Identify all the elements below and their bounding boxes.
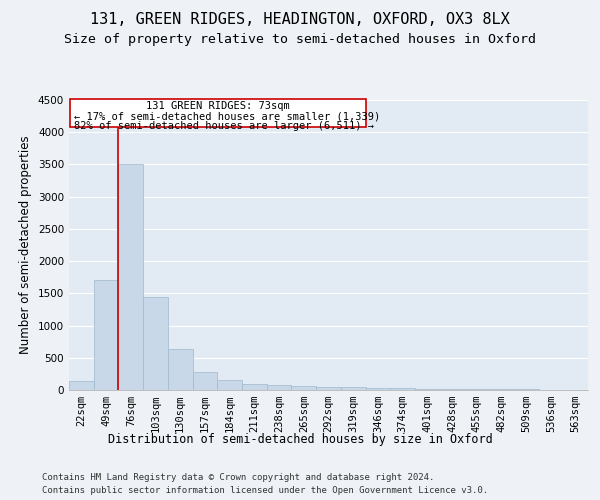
Bar <box>464 389 489 390</box>
Text: Distribution of semi-detached houses by size in Oxford: Distribution of semi-detached houses by … <box>107 432 493 446</box>
Text: 131, GREEN RIDGES, HEADINGTON, OXFORD, OX3 8LX: 131, GREEN RIDGES, HEADINGTON, OXFORD, O… <box>90 12 510 28</box>
FancyBboxPatch shape <box>70 98 365 127</box>
Bar <box>440 389 464 390</box>
Bar <box>69 381 94 390</box>
Y-axis label: Number of semi-detached properties: Number of semi-detached properties <box>19 136 32 354</box>
Text: Contains HM Land Registry data © Crown copyright and database right 2024.: Contains HM Land Registry data © Crown c… <box>42 472 434 482</box>
Bar <box>316 387 341 390</box>
Bar <box>118 164 143 390</box>
Bar <box>217 380 242 390</box>
Bar <box>341 388 365 390</box>
Bar <box>168 350 193 390</box>
Bar <box>390 388 415 390</box>
Text: 82% of semi-detached houses are larger (6,511) →: 82% of semi-detached houses are larger (… <box>74 122 374 132</box>
Text: ← 17% of semi-detached houses are smaller (1,339): ← 17% of semi-detached houses are smalle… <box>74 112 380 122</box>
Bar <box>267 385 292 390</box>
Bar <box>143 297 168 390</box>
Text: 131 GREEN RIDGES: 73sqm: 131 GREEN RIDGES: 73sqm <box>146 102 290 112</box>
Bar <box>242 384 267 390</box>
Bar <box>415 389 440 390</box>
Bar <box>292 386 316 390</box>
Bar <box>193 372 217 390</box>
Bar <box>94 280 118 390</box>
Text: Contains public sector information licensed under the Open Government Licence v3: Contains public sector information licen… <box>42 486 488 495</box>
Bar <box>365 388 390 390</box>
Text: Size of property relative to semi-detached houses in Oxford: Size of property relative to semi-detach… <box>64 32 536 46</box>
